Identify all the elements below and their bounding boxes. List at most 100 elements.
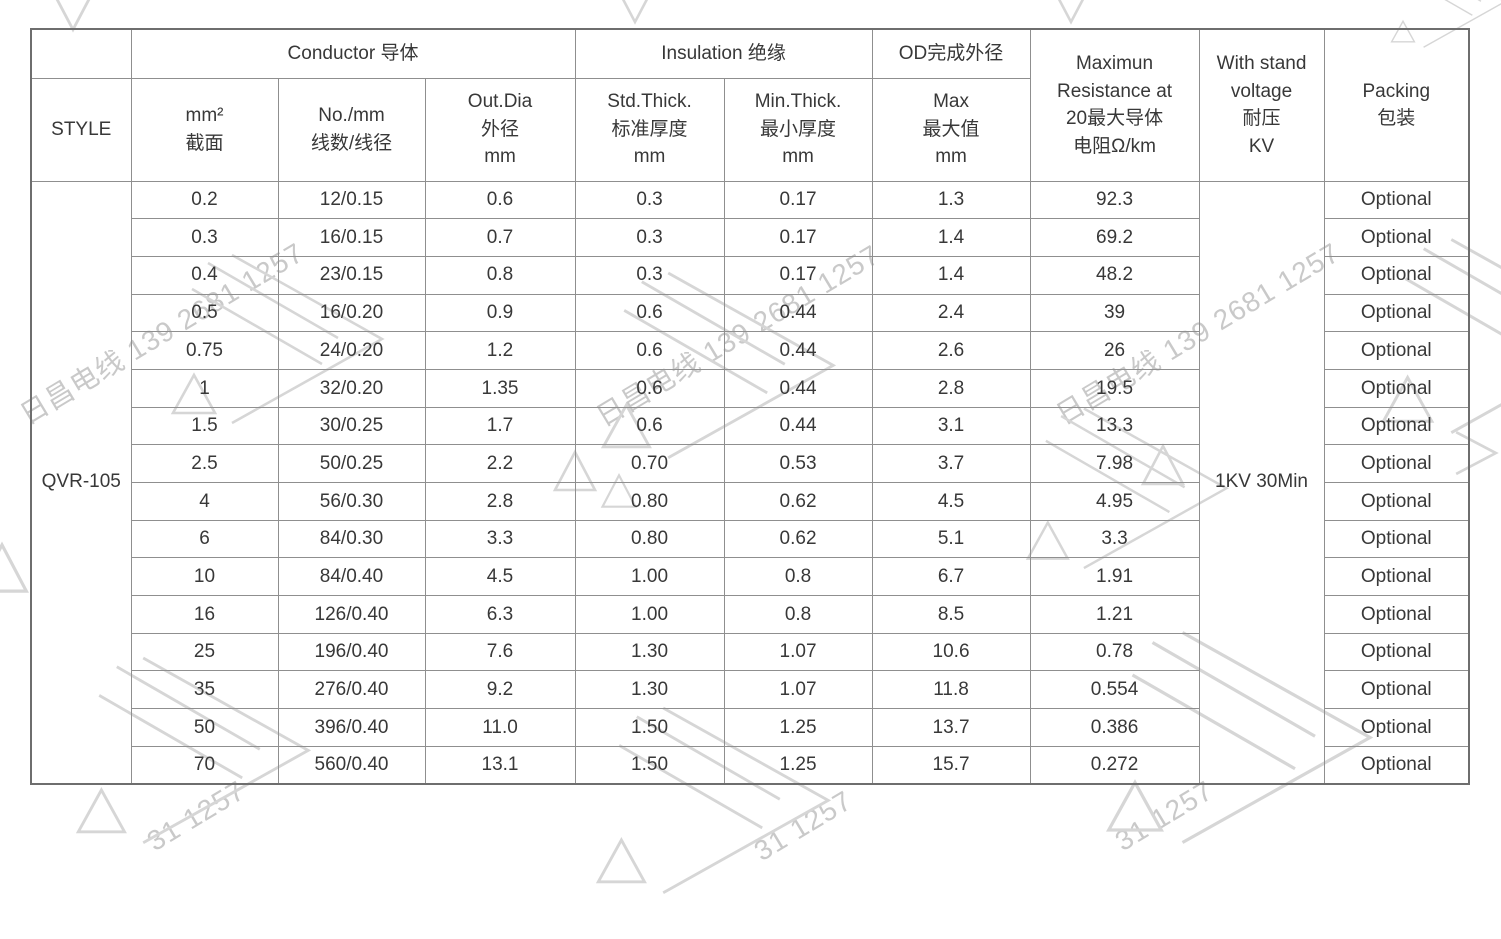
cell-strands: 276/0.40 (277, 670, 426, 710)
cell-resistance: 0.554 (1029, 670, 1200, 710)
cell-area: 0.3 (130, 218, 279, 257)
cell-packing: Optional (1323, 557, 1470, 597)
cell-strands: 560/0.40 (277, 745, 426, 785)
cell-max-od: 13.7 (871, 708, 1031, 747)
cell-resistance: 26 (1029, 331, 1200, 370)
cell-std-thick: 0.6 (574, 331, 725, 370)
cell-min-thick: 1.07 (723, 670, 873, 710)
cell-area: 50 (130, 708, 279, 747)
cell-out-dia: 4.5 (424, 557, 576, 597)
cell-out-dia: 0.6 (424, 180, 576, 220)
cell-max-od: 4.5 (871, 482, 1031, 521)
cell-area: 4 (130, 482, 279, 521)
cell-std-thick: 1.00 (574, 595, 725, 634)
cell-packing: Optional (1323, 218, 1470, 257)
cell-strands: 30/0.25 (277, 406, 426, 446)
area-header: mm² 截面 (130, 77, 279, 182)
cell-area: 2.5 (130, 444, 279, 483)
watermark-triangle-icon (0, 541, 29, 593)
watermark-text-fragment: 31 1257 (1109, 774, 1219, 857)
cell-min-thick: 0.44 (723, 406, 873, 446)
cell-min-thick: 0.8 (723, 595, 873, 634)
cell-out-dia: 7.6 (424, 632, 576, 672)
cell-area: 10 (130, 557, 279, 597)
cell-min-thick: 1.25 (723, 708, 873, 747)
cell-strands: 12/0.15 (277, 180, 426, 220)
cell-packing: Optional (1323, 482, 1470, 521)
cell-out-dia: 6.3 (424, 595, 576, 634)
conductor-group-header: Conductor 导体 (130, 28, 576, 79)
cell-max-od: 6.7 (871, 557, 1031, 597)
withstand-voltage-header: With stand voltage 耐压 KV (1198, 28, 1325, 182)
cell-std-thick: 0.6 (574, 368, 725, 408)
cell-area: 0.2 (130, 180, 279, 220)
cell-out-dia: 0.9 (424, 293, 576, 333)
cell-std-thick: 1.00 (574, 557, 725, 597)
cell-area: 1 (130, 368, 279, 408)
cell-strands: 196/0.40 (277, 632, 426, 672)
cell-strands: 16/0.15 (277, 218, 426, 257)
cell-max-od: 1.4 (871, 255, 1031, 295)
cell-resistance: 0.386 (1029, 708, 1200, 747)
cell-out-dia: 2.2 (424, 444, 576, 483)
cell-std-thick: 1.30 (574, 632, 725, 672)
cell-packing: Optional (1323, 331, 1470, 370)
cell-std-thick: 0.3 (574, 255, 725, 295)
watermark-text-fragment: 31 1257 (141, 774, 251, 857)
cell-resistance: 39 (1029, 293, 1200, 333)
cell-std-thick: 0.3 (574, 180, 725, 220)
cell-max-od: 2.8 (871, 368, 1031, 408)
cell-strands: 32/0.20 (277, 368, 426, 408)
cell-area: 25 (130, 632, 279, 672)
cell-min-thick: 0.17 (723, 218, 873, 257)
cell-packing: Optional (1323, 444, 1470, 483)
od-group-header: OD完成外径 (871, 28, 1031, 79)
cell-area: 6 (130, 519, 279, 559)
cell-std-thick: 0.6 (574, 293, 725, 333)
cell-out-dia: 3.3 (424, 519, 576, 559)
cell-packing: Optional (1323, 406, 1470, 446)
cell-min-thick: 0.62 (723, 519, 873, 559)
cell-area: 70 (130, 745, 279, 785)
cell-packing: Optional (1323, 255, 1470, 295)
cell-max-od: 10.6 (871, 632, 1031, 672)
cell-out-dia: 2.8 (424, 482, 576, 521)
cell-resistance: 19.5 (1029, 368, 1200, 408)
cell-std-thick: 0.70 (574, 444, 725, 483)
cell-resistance: 4.95 (1029, 482, 1200, 521)
cell-resistance: 92.3 (1029, 180, 1200, 220)
cell-packing: Optional (1323, 368, 1470, 408)
cell-out-dia: 0.8 (424, 255, 576, 295)
cell-packing: Optional (1323, 745, 1470, 785)
cell-min-thick: 0.8 (723, 557, 873, 597)
style-header: STYLE (30, 77, 132, 182)
cell-std-thick: 1.50 (574, 708, 725, 747)
cell-resistance: 0.78 (1029, 632, 1200, 672)
cell-packing: Optional (1323, 180, 1470, 220)
cell-strands: 16/0.20 (277, 293, 426, 333)
watermark-triangle-icon (1057, 0, 1085, 25)
cell-std-thick: 0.6 (574, 406, 725, 446)
cell-strands: 396/0.40 (277, 708, 426, 747)
table-row: 4 56/0.30 2.8 0.80 0.62 4.5 4.95 Optional (31, 482, 1470, 521)
cell-packing: Optional (1323, 670, 1470, 710)
table-row: 16 126/0.40 6.3 1.00 0.8 8.5 1.21 Optional (31, 595, 1470, 634)
cell-std-thick: 1.30 (574, 670, 725, 710)
std-thick-header: Std.Thick. 标准厚度 mm (574, 77, 725, 182)
cell-min-thick: 1.25 (723, 745, 873, 785)
cell-area: 0.4 (130, 255, 279, 295)
cell-resistance: 48.2 (1029, 255, 1200, 295)
cell-out-dia: 11.0 (424, 708, 576, 747)
cell-packing: Optional (1323, 519, 1470, 559)
max-od-header: Max 最大值 mm (871, 77, 1031, 182)
cell-strands: 84/0.40 (277, 557, 426, 597)
cell-out-dia: 1.7 (424, 406, 576, 446)
cell-packing: Optional (1323, 632, 1470, 672)
cell-std-thick: 1.50 (574, 745, 725, 785)
cell-min-thick: 0.17 (723, 255, 873, 295)
cell-area: 16 (130, 595, 279, 634)
cell-packing: Optional (1323, 708, 1470, 747)
cell-min-thick: 0.44 (723, 368, 873, 408)
cell-resistance: 1.21 (1029, 595, 1200, 634)
cell-max-od: 5.1 (871, 519, 1031, 559)
